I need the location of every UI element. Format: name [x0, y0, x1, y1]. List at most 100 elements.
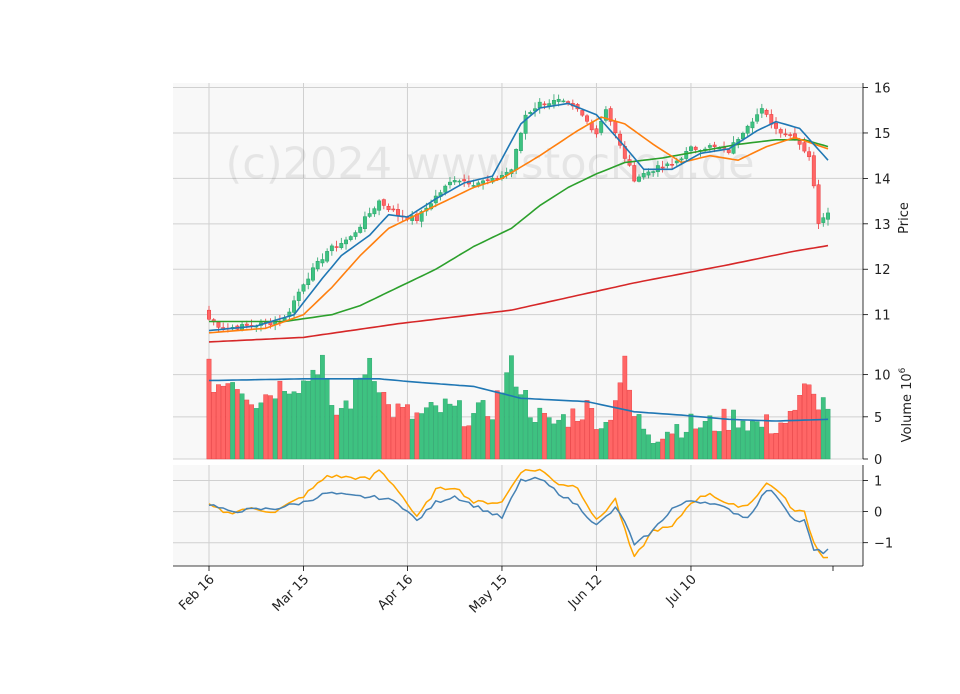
- candle-body: [826, 212, 830, 220]
- volume-bar: [518, 394, 524, 460]
- volume-bar: [735, 427, 741, 460]
- volume-bar: [825, 408, 831, 460]
- volume-bar: [513, 386, 519, 460]
- volume-bar: [773, 432, 779, 460]
- candles: [207, 94, 830, 333]
- candle-body: [783, 133, 788, 136]
- candle-body: [745, 125, 750, 134]
- volume-bar: [277, 380, 283, 460]
- volume-bar: [452, 405, 458, 460]
- candle-body: [670, 164, 675, 166]
- volume-bar: [457, 400, 462, 460]
- volume-bar: [381, 392, 387, 460]
- candle-body: [301, 284, 306, 292]
- volume-bar: [707, 415, 713, 460]
- volume-bars: [206, 354, 831, 460]
- oscillator-panel-bg: [173, 465, 863, 566]
- volume-axis-label: Volume 106: [898, 367, 915, 442]
- price-panel-bg: [173, 83, 863, 351]
- volume-bar: [664, 431, 670, 460]
- y-tick-label: 11: [874, 309, 891, 324]
- volume-bar: [305, 380, 311, 460]
- volume-bar: [390, 417, 396, 460]
- volume-bar: [466, 425, 472, 460]
- candle-body: [556, 98, 561, 102]
- volume-bar: [631, 416, 637, 460]
- candle-body: [344, 239, 348, 245]
- candle-body: [462, 179, 467, 182]
- volume-bar: [646, 434, 651, 460]
- candle-body: [391, 208, 396, 211]
- volume-bar: [329, 405, 335, 460]
- volume-bar: [683, 431, 689, 460]
- volume-bar: [216, 384, 221, 460]
- volume-bar: [754, 421, 760, 460]
- volume-bar: [447, 403, 453, 460]
- candle-body: [651, 171, 656, 173]
- volume-bar: [324, 378, 330, 460]
- volume-bar: [211, 392, 217, 460]
- volume-bar: [603, 422, 609, 460]
- volume-bar: [494, 390, 500, 460]
- volume-bar: [778, 422, 784, 460]
- volume-bar: [206, 358, 212, 460]
- candle-body: [452, 180, 457, 183]
- candle-body: [334, 246, 339, 248]
- volume-bar: [310, 369, 316, 460]
- candle-body: [325, 251, 330, 262]
- candle-body: [755, 114, 760, 122]
- volume-bar: [617, 382, 623, 460]
- volume-bar: [740, 420, 746, 460]
- volume-bar: [253, 408, 259, 460]
- candle-body: [358, 226, 363, 233]
- candle-body: [797, 140, 802, 145]
- candle-body: [665, 163, 670, 166]
- indicator-lines: [208, 102, 829, 559]
- volume-bar: [759, 426, 765, 460]
- volume-bar: [225, 383, 231, 460]
- volume-bar: [442, 398, 448, 460]
- volume-bar: [475, 402, 481, 460]
- volume-bar: [797, 395, 803, 460]
- volume-bar: [712, 430, 717, 460]
- candle-body: [386, 205, 391, 211]
- candle-body: [689, 146, 693, 152]
- volume-bar: [716, 431, 722, 460]
- y-tick-label: 0: [874, 506, 882, 521]
- volume-bar: [315, 374, 321, 460]
- volume-bar: [272, 398, 278, 460]
- volume-bar: [608, 419, 614, 460]
- price-axis-label: Price: [897, 202, 912, 234]
- candle-body: [712, 144, 717, 147]
- x-tick-label: Jun 12: [565, 572, 605, 612]
- candle-body: [684, 150, 689, 159]
- volume-bar: [816, 409, 821, 460]
- x-tick-label: Mar 15: [270, 572, 313, 615]
- candle-body: [603, 109, 608, 121]
- ma-200-line: [208, 244, 829, 343]
- candle-body: [339, 243, 344, 248]
- candle-body: [292, 300, 297, 313]
- volume-bar: [490, 419, 495, 460]
- candle-body: [637, 176, 641, 182]
- ma-mid-line: [208, 116, 829, 334]
- volume-bar: [504, 372, 510, 460]
- volume-bar: [806, 384, 812, 460]
- ma-long-line: [209, 139, 829, 323]
- candle-body: [419, 211, 424, 222]
- candle-body: [679, 158, 684, 161]
- volume-bar: [220, 385, 226, 460]
- volume-bar: [636, 414, 642, 460]
- volume-bar: [579, 419, 585, 460]
- candle-body: [216, 321, 221, 328]
- volume-bar: [433, 405, 439, 460]
- candle-body: [485, 179, 490, 181]
- volume-bar: [409, 418, 415, 460]
- candle-body: [377, 200, 382, 211]
- candle-body: [528, 112, 533, 115]
- candle-body: [348, 236, 353, 240]
- candle-body: [481, 180, 486, 184]
- volume-bar: [320, 354, 325, 460]
- volume-bar: [348, 408, 354, 460]
